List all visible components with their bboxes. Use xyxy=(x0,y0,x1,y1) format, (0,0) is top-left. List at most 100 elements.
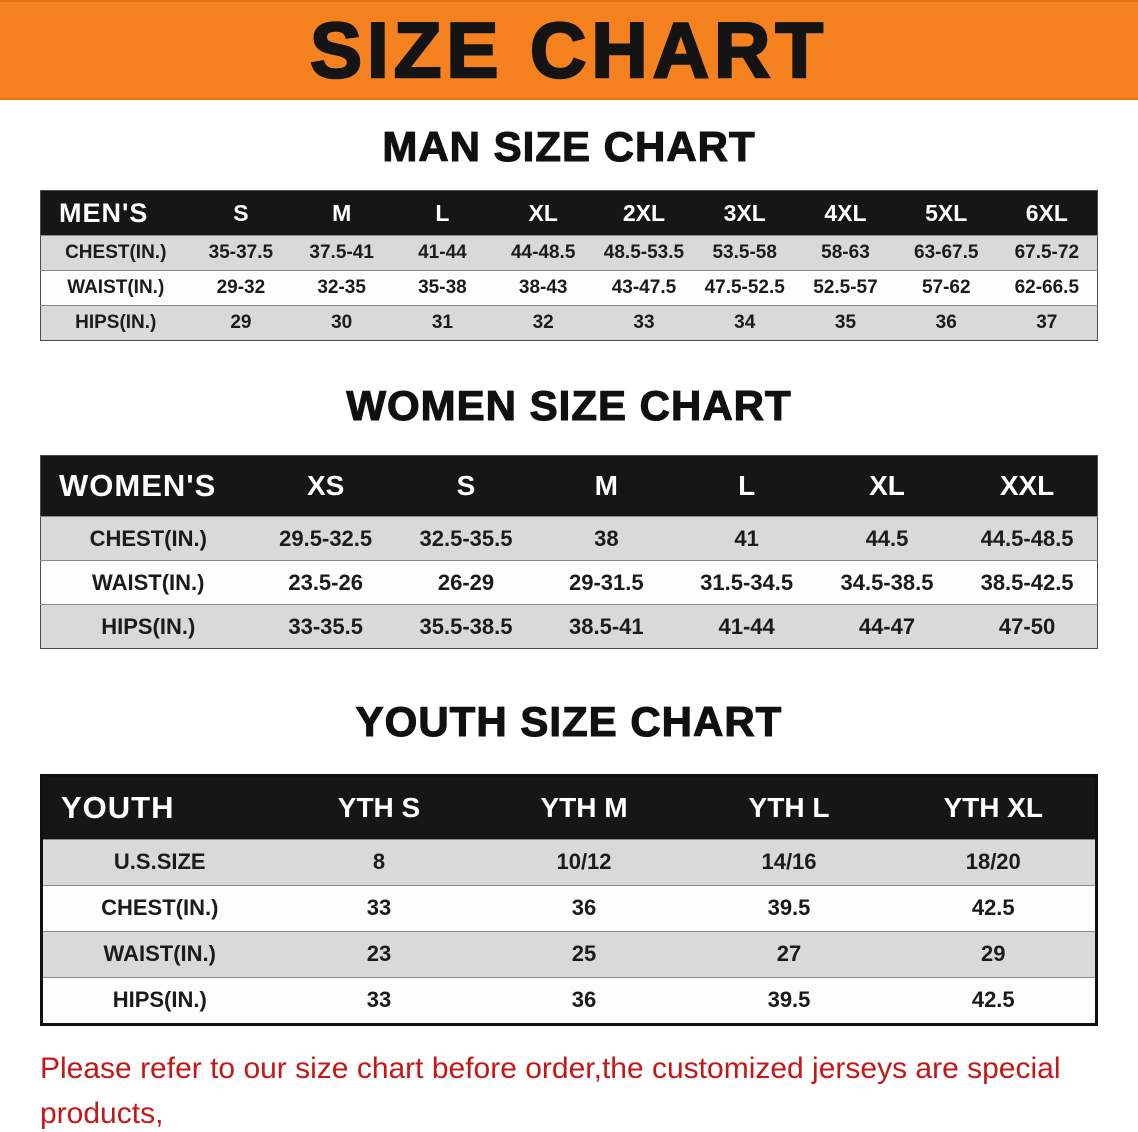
size-value: 39.5 xyxy=(686,884,892,932)
men-col-header-4xl: 4XL xyxy=(795,190,896,236)
row-label: HIPS(IN.) xyxy=(40,604,256,649)
size-value: 35-38 xyxy=(392,270,493,306)
size-value: 33 xyxy=(276,976,482,1025)
men-size-table: MEN'S S M L XL 2XL 3XL 4XL 5XL 6XL CHEST… xyxy=(40,190,1098,342)
women-table-label: WOMEN'S xyxy=(40,455,256,517)
size-value: 27 xyxy=(686,930,892,978)
size-value: 38.5-41 xyxy=(536,604,677,649)
size-value: 44.5-48.5 xyxy=(957,516,1098,561)
size-value: 38.5-42.5 xyxy=(957,560,1098,605)
women-col-header-xxl: XXL xyxy=(957,455,1098,517)
size-value: 31.5-34.5 xyxy=(676,560,817,605)
women-col-header-s: S xyxy=(395,455,537,517)
size-value: 18/20 xyxy=(891,838,1097,886)
size-value: 14/16 xyxy=(686,838,892,886)
size-value: 8 xyxy=(276,838,482,886)
men-hips-row: HIPS(IN.) 29 30 31 32 33 34 35 36 37 xyxy=(40,305,1098,341)
youth-table-label: YOUTH xyxy=(41,775,277,840)
size-value: 38-43 xyxy=(492,270,594,306)
women-chest-row: CHEST(IN.) 29.5-32.5 32.5-35.5 38 41 44.… xyxy=(40,516,1098,561)
row-label: U.S.SIZE xyxy=(41,838,277,886)
women-col-header-xl: XL xyxy=(816,455,958,517)
size-value: 57-62 xyxy=(895,270,997,306)
youth-header-row: YOUTH YTH S YTH M YTH L YTH XL xyxy=(41,775,1097,840)
size-value: 29-31.5 xyxy=(536,560,677,605)
women-col-header-m: M xyxy=(536,455,677,517)
size-value: 30 xyxy=(291,305,393,341)
youth-section-heading: YOUTH SIZE CHART xyxy=(355,698,783,746)
size-value: 32.5-35.5 xyxy=(395,516,537,561)
size-value: 29.5-32.5 xyxy=(255,516,396,561)
size-value: 36 xyxy=(481,884,687,932)
row-label: WAIST(IN.) xyxy=(40,270,191,306)
size-value: 34 xyxy=(694,305,796,341)
size-value: 36 xyxy=(481,976,687,1025)
size-value: 41 xyxy=(676,516,817,561)
women-col-header-xs: XS xyxy=(255,455,396,517)
men-col-header-6xl: 6XL xyxy=(996,190,1098,236)
size-value: 62-66.5 xyxy=(996,270,1098,306)
size-value: 33 xyxy=(593,305,695,341)
size-value: 47.5-52.5 xyxy=(694,270,796,306)
men-col-header-xl: XL xyxy=(492,190,594,236)
size-value: 47-50 xyxy=(957,604,1098,649)
men-col-header-3xl: 3XL xyxy=(694,190,796,236)
youth-waist-row: WAIST(IN.) 23 25 27 29 xyxy=(41,930,1097,978)
size-value: 29-32 xyxy=(190,270,292,306)
women-waist-row: WAIST(IN.) 23.5-26 26-29 29-31.5 31.5-34… xyxy=(40,560,1098,605)
size-value: 41-44 xyxy=(676,604,817,649)
size-value: 34.5-38.5 xyxy=(816,560,958,605)
banner: SIZE CHART xyxy=(0,0,1138,100)
size-value: 37 xyxy=(996,305,1098,341)
size-value: 29 xyxy=(190,305,292,341)
men-chest-row: CHEST(IN.) 35-37.5 37.5-41 41-44 44-48.5… xyxy=(40,235,1098,271)
size-value: 63-67.5 xyxy=(895,235,997,271)
men-col-header-s: S xyxy=(190,190,292,236)
size-value: 33 xyxy=(276,884,482,932)
row-label: HIPS(IN.) xyxy=(41,976,277,1025)
size-value: 44-47 xyxy=(816,604,958,649)
footer-note-line1: Please refer to our size chart before or… xyxy=(40,1051,1061,1130)
women-hips-row: HIPS(IN.) 33-35.5 35.5-38.5 38.5-41 41-4… xyxy=(40,604,1098,649)
size-value: 44-48.5 xyxy=(492,235,594,271)
size-value: 26-29 xyxy=(395,560,537,605)
women-size-table: WOMEN'S XS S M L XL XXL CHEST(IN.) 29.5-… xyxy=(40,455,1098,650)
size-value: 32-35 xyxy=(291,270,393,306)
youth-col-header-xl: YTH XL xyxy=(891,775,1097,840)
size-value: 32 xyxy=(492,305,594,341)
size-value: 35 xyxy=(795,305,896,341)
footer-note: Please refer to our size chart before or… xyxy=(40,1046,1098,1132)
men-section-heading: MAN SIZE CHART xyxy=(382,123,756,170)
size-value: 44.5 xyxy=(816,516,958,561)
size-value: 23 xyxy=(276,930,482,978)
row-label: HIPS(IN.) xyxy=(40,305,191,341)
men-table-label: MEN'S xyxy=(40,190,191,236)
youth-col-header-m: YTH M xyxy=(481,775,687,840)
youth-hips-row: HIPS(IN.) 33 36 39.5 42.5 xyxy=(41,976,1097,1025)
size-value: 23.5-26 xyxy=(255,560,396,605)
men-waist-row: WAIST(IN.) 29-32 32-35 35-38 38-43 43-47… xyxy=(40,270,1098,306)
men-col-header-5xl: 5XL xyxy=(895,190,997,236)
size-value: 35-37.5 xyxy=(190,235,292,271)
size-value: 29 xyxy=(891,930,1097,978)
men-col-header-m: M xyxy=(291,190,393,236)
row-label: CHEST(IN.) xyxy=(40,516,256,561)
women-header-row: WOMEN'S XS S M L XL XXL xyxy=(40,455,1098,517)
size-value: 38 xyxy=(536,516,677,561)
youth-col-header-s: YTH S xyxy=(276,775,482,840)
size-value: 42.5 xyxy=(891,884,1097,932)
size-value: 37.5-41 xyxy=(291,235,393,271)
women-section-heading: WOMEN SIZE CHART xyxy=(346,382,792,430)
size-value: 31 xyxy=(392,305,493,341)
size-value: 35.5-38.5 xyxy=(395,604,537,649)
size-value: 43-47.5 xyxy=(593,270,695,306)
size-value: 52.5-57 xyxy=(795,270,896,306)
size-value: 53.5-58 xyxy=(694,235,796,271)
men-col-header-l: L xyxy=(392,190,493,236)
size-value: 10/12 xyxy=(481,838,687,886)
men-header-row: MEN'S S M L XL 2XL 3XL 4XL 5XL 6XL xyxy=(40,190,1098,236)
row-label: WAIST(IN.) xyxy=(41,930,277,978)
size-value: 48.5-53.5 xyxy=(593,235,695,271)
size-value: 39.5 xyxy=(686,976,892,1025)
